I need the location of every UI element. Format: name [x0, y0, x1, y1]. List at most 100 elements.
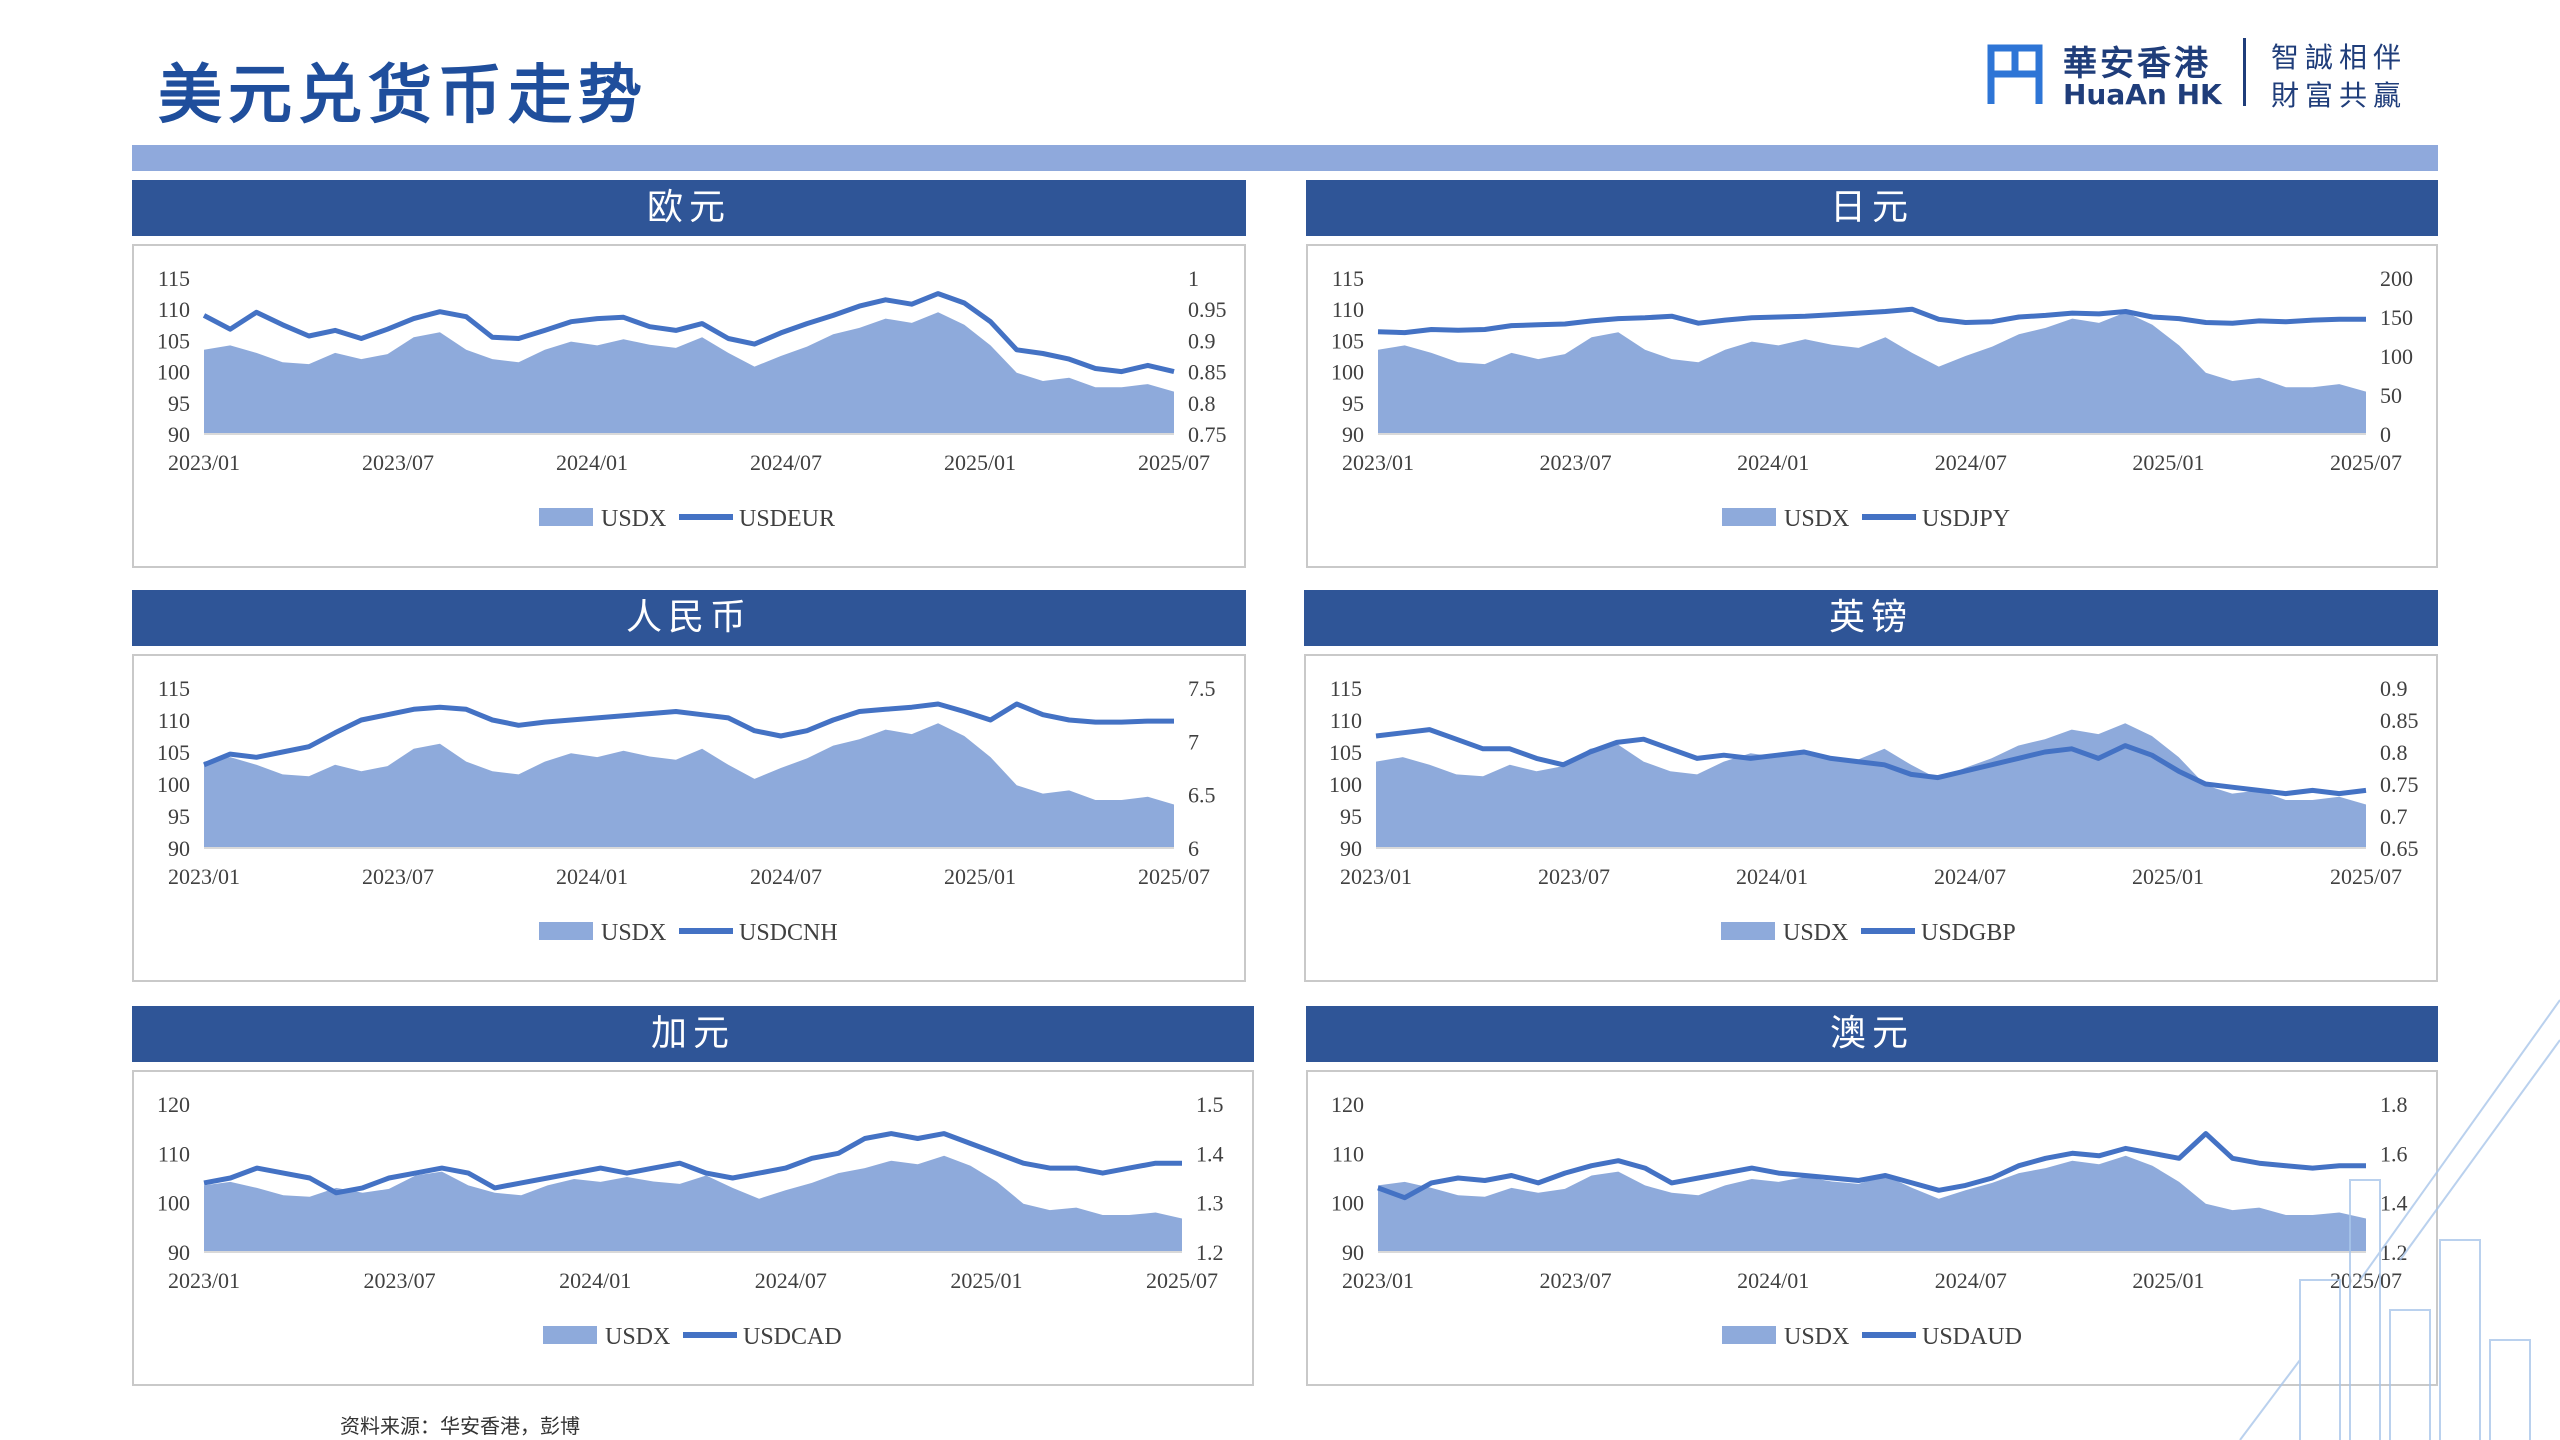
x-axis-tick: 2023/07 — [1538, 864, 1610, 889]
chart-panel-aud: 澳元 120 110 100 90 1.8 1.6 1.4 1.2 2023/01 2023/07 2… — [1306, 1006, 2438, 1386]
left-axis-tick: 115 — [158, 676, 190, 701]
chart-svg-jpy: 115 110 105 100 95 90 200 150 100 50 0 2023/01 2023/… — [1331, 266, 2413, 532]
x-axis-tick: 2023/01 — [1340, 864, 1412, 889]
legend-swatch-usdx — [1722, 1326, 1776, 1344]
series-area-usdx — [204, 312, 1174, 434]
right-axis-tick: 200 — [2380, 266, 2413, 291]
x-axis-tick: 2023/01 — [1342, 450, 1414, 475]
x-axis-tick: 2023/01 — [168, 450, 240, 475]
legend-swatch-usdx — [543, 1326, 597, 1344]
left-axis-tick: 100 — [1331, 360, 1364, 385]
right-axis-tick: 0.7 — [2380, 804, 2408, 829]
x-axis-tick: 2023/07 — [362, 864, 434, 889]
left-axis-tick: 115 — [1332, 266, 1364, 291]
skyline-decoration — [2239, 999, 2560, 1440]
x-axis-tick: 2025/01 — [944, 450, 1016, 475]
page-title: 美元兑货币走势 — [158, 58, 648, 133]
x-axis-tick: 2024/07 — [1935, 450, 2007, 475]
huaan-logo: 華安香港 HuaAn HK 智誠相伴 財富共贏 — [1985, 36, 2415, 116]
left-axis-tick: 90 — [1340, 836, 1362, 861]
x-axis-tick: 2023/07 — [362, 450, 434, 475]
right-axis-tick: 150 — [2380, 305, 2413, 330]
x-axis-tick: 2024/07 — [1934, 864, 2006, 889]
series-area-usdx — [204, 1155, 1182, 1252]
left-axis-tick: 90 — [1342, 422, 1364, 447]
logo-slogan-line1: 智誠相伴 — [2271, 41, 2408, 74]
left-axis-tick: 100 — [1331, 1191, 1364, 1216]
chart-title-gbp: 英镑 — [1304, 590, 2438, 646]
right-axis-tick: 0.9 — [2380, 676, 2408, 701]
legend-swatch-usdx — [539, 508, 593, 526]
left-axis-tick: 115 — [1330, 676, 1362, 701]
title-band — [132, 145, 2438, 171]
chart-panel-cad: 加元 120 110 100 90 1.5 1.4 1.3 1.2 2023/01 2023/07 2… — [132, 1006, 1254, 1386]
right-axis-tick: 0.75 — [1188, 422, 1227, 447]
right-axis-tick: 7 — [1188, 729, 1199, 754]
right-axis-tick: 0 — [2380, 422, 2391, 447]
chart-title-eur: 欧元 — [132, 180, 1246, 236]
left-axis-tick: 110 — [158, 708, 190, 733]
right-axis-tick: 0.95 — [1188, 297, 1227, 322]
left-axis-tick: 110 — [158, 1141, 190, 1166]
x-axis-tick: 2023/07 — [1540, 450, 1612, 475]
left-axis-tick: 115 — [158, 266, 190, 291]
left-axis-tick: 105 — [157, 740, 190, 765]
chart-title-aud: 澳元 — [1306, 1006, 2438, 1062]
left-axis-tick: 110 — [158, 297, 190, 322]
x-axis-tick: 2023/01 — [168, 864, 240, 889]
right-axis-tick: 1.4 — [2380, 1191, 2408, 1216]
left-axis-tick: 100 — [157, 772, 190, 797]
left-axis-tick: 110 — [1332, 297, 1364, 322]
series-line-usdcnh — [203, 701, 1174, 768]
logo-slogan-line2: 財富共贏 — [2271, 79, 2408, 112]
chart-panel-cnh: 人民币 115 110 105 100 95 90 7.5 7 6.5 6 2023/01 2023/0… — [132, 590, 1246, 982]
x-axis-tick: 2024/01 — [556, 450, 628, 475]
legend-swatch-usdx — [539, 922, 593, 940]
x-axis-tick: 2024/07 — [750, 864, 822, 889]
left-axis-tick: 95 — [168, 391, 190, 416]
x-axis-tick: 2025/07 — [2330, 864, 2402, 889]
left-axis-tick: 90 — [168, 1240, 190, 1265]
left-axis-tick: 110 — [1330, 708, 1362, 733]
right-axis-tick: 0.75 — [2380, 772, 2419, 797]
logo-chinese-name: 華安香港 — [2063, 44, 2211, 84]
left-axis-tick: 90 — [168, 836, 190, 861]
series-area-usdx — [204, 723, 1174, 848]
x-axis-tick: 2025/07 — [2330, 450, 2402, 475]
series-line-usdeur — [202, 291, 1175, 375]
series-line-usdgbp — [1375, 727, 2367, 797]
chart-body-aud: 120 110 100 90 1.8 1.6 1.4 1.2 2023/01 2023/07 202… — [1306, 1070, 2438, 1386]
right-axis-tick: 1 — [1188, 266, 1199, 291]
x-axis-tick: 2024/07 — [755, 1268, 827, 1293]
left-axis-tick: 95 — [1342, 391, 1364, 416]
chart-panel-eur: 欧元 115 110 105 100 95 90 1 0.95 0.9 0.85 0.8 0.75 202… — [132, 180, 1246, 568]
x-axis-tick: 2024/01 — [1737, 450, 1809, 475]
right-axis-tick: 1.4 — [1196, 1141, 1224, 1166]
x-axis-tick: 2023/01 — [168, 1268, 240, 1293]
logo-separator — [2243, 38, 2246, 106]
chart-svg-eur: 115 110 105 100 95 90 1 0.95 0.9 0.85 0.8 0.75 2023/… — [157, 266, 1227, 532]
right-axis-tick: 1.6 — [2380, 1141, 2408, 1166]
chart-body-gbp: 115 110 105 100 95 90 0.9 0.85 0.8 0.75 0.7 0.65 202… — [1304, 654, 2438, 982]
chart-svg-gbp: 115 110 105 100 95 90 0.9 0.85 0.8 0.75 0.7 0.65 202… — [1329, 676, 2419, 946]
right-axis-tick: 7.5 — [1188, 676, 1216, 701]
left-axis-tick: 95 — [1340, 804, 1362, 829]
legend-label-usdeur: USDEUR — [739, 506, 835, 532]
series-area-usdx — [1378, 1155, 2366, 1252]
right-axis-tick: 0.8 — [1188, 391, 1216, 416]
left-axis-tick: 120 — [157, 1092, 190, 1117]
huaan-logo-icon — [1987, 44, 2043, 104]
left-axis-tick: 105 — [1329, 740, 1362, 765]
chart-body-cnh: 115 110 105 100 95 90 7.5 7 6.5 6 2023/01 2023/07 20… — [132, 654, 1246, 982]
series-area-usdx — [1378, 312, 2366, 434]
left-axis-tick: 90 — [1342, 1240, 1364, 1265]
x-axis-tick: 2025/07 — [1146, 1268, 1218, 1293]
legend-swatch-usdx — [1722, 508, 1776, 526]
chart-title-cnh: 人民币 — [132, 590, 1246, 646]
logo-english-name: HuaAn HK — [2063, 78, 2222, 111]
left-axis-tick: 110 — [1332, 1141, 1364, 1166]
x-axis-tick: 2025/01 — [2132, 1268, 2204, 1293]
series-line-usdjpy — [1377, 306, 2366, 336]
left-axis-tick: 105 — [157, 328, 190, 353]
